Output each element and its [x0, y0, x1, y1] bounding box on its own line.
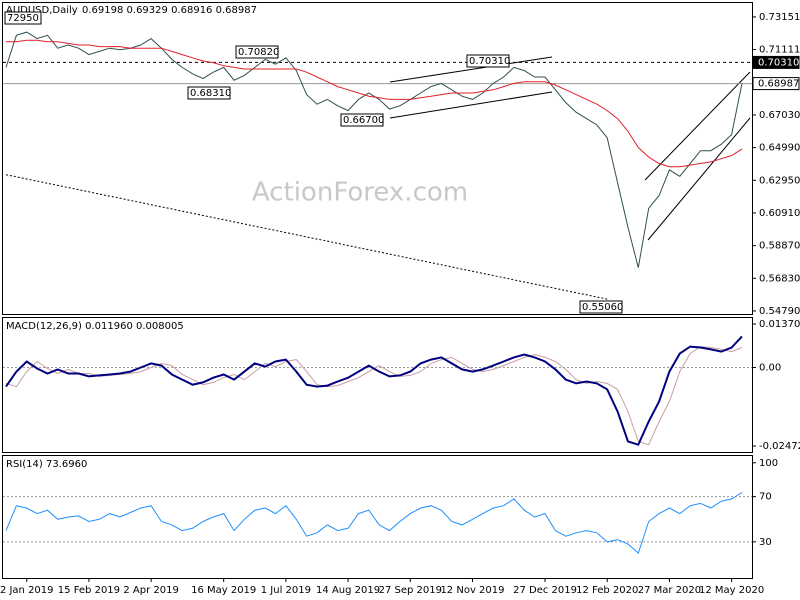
y-tick-label: 30	[759, 537, 772, 548]
series-line	[5, 335, 743, 446]
annotation: 0.70820	[238, 47, 279, 58]
price-label-box	[752, 55, 800, 69]
x-tick-label: 12 Nov 2019	[440, 585, 504, 596]
price-label-box	[752, 77, 800, 91]
series-line	[6, 39, 743, 168]
y-tick-label: 0.67030	[759, 110, 800, 121]
y-tick-label: 0.64990	[759, 143, 800, 154]
annotation: 72950	[7, 13, 39, 24]
x-tick-label: 12 May 2020	[699, 585, 764, 596]
series-line	[5, 31, 743, 268]
annotation: 0.55060	[582, 302, 623, 313]
rsi-panel	[2, 455, 753, 579]
x-tick-label: 1 Jul 2019	[261, 585, 311, 596]
chart-title: AUDUSD,Daily	[6, 5, 78, 16]
y-tick-label: 0.71111	[759, 45, 800, 56]
y-tick-label: 0.54790	[759, 306, 800, 317]
x-tick-label: 12 Feb 2020	[576, 585, 638, 596]
ohlc-header: 0.69198 0.69329 0.68916 0.68987	[82, 5, 257, 16]
y-tick-label: 100	[759, 458, 778, 469]
x-tick-label: 27 Sep 2019	[379, 585, 442, 596]
x-tick-label: 16 May 2019	[191, 585, 256, 596]
annotation: 0.68310	[190, 88, 231, 99]
y-tick-label: 0.013707	[759, 319, 800, 330]
x-tick-label: 15 Feb 2019	[58, 585, 120, 596]
y-tick-label: 0.60910	[759, 208, 800, 219]
y-tick-label: -0.024725	[759, 441, 800, 452]
series-line	[5, 492, 743, 554]
x-tick-label: 2 Jan 2019	[0, 585, 54, 596]
macd-panel	[2, 317, 753, 453]
x-tick-label: 27 Mar 2020	[638, 585, 701, 596]
annotation: 0.70310	[469, 56, 510, 67]
x-tick-label: 2 Apr 2019	[123, 585, 178, 596]
y-tick-label: 0.62950	[759, 175, 800, 186]
price-label: 0.68987	[758, 79, 799, 90]
y-tick-label: 0.00	[759, 363, 781, 374]
annotation-box	[340, 113, 384, 127]
x-tick-label: 14 Aug 2019	[316, 585, 380, 596]
annotation-box	[579, 300, 623, 314]
annotation: 0.66700	[343, 115, 384, 126]
watermark: ActionForex.com	[252, 178, 468, 208]
channel-lines	[389, 56, 751, 241]
rsi-title: RSI(14) 73.6960	[6, 459, 87, 470]
x-tick-label: 27 Dec 2019	[513, 585, 577, 596]
price-panel	[2, 2, 753, 315]
price-label: 0.70310	[758, 57, 799, 68]
annotation-box	[235, 45, 279, 59]
annotation-box	[4, 11, 42, 25]
annotation-box	[187, 86, 231, 100]
annotation-box	[466, 54, 510, 68]
y-tick-label: 0.73151	[759, 12, 800, 23]
y-tick-label: 70	[759, 492, 772, 503]
y-tick-label: 0.56830	[759, 273, 800, 284]
macd-title: MACD(12,26,9) 0.011960 0.008005	[6, 321, 184, 332]
series-line	[5, 346, 743, 446]
y-tick-label: 0.58870	[759, 241, 800, 252]
